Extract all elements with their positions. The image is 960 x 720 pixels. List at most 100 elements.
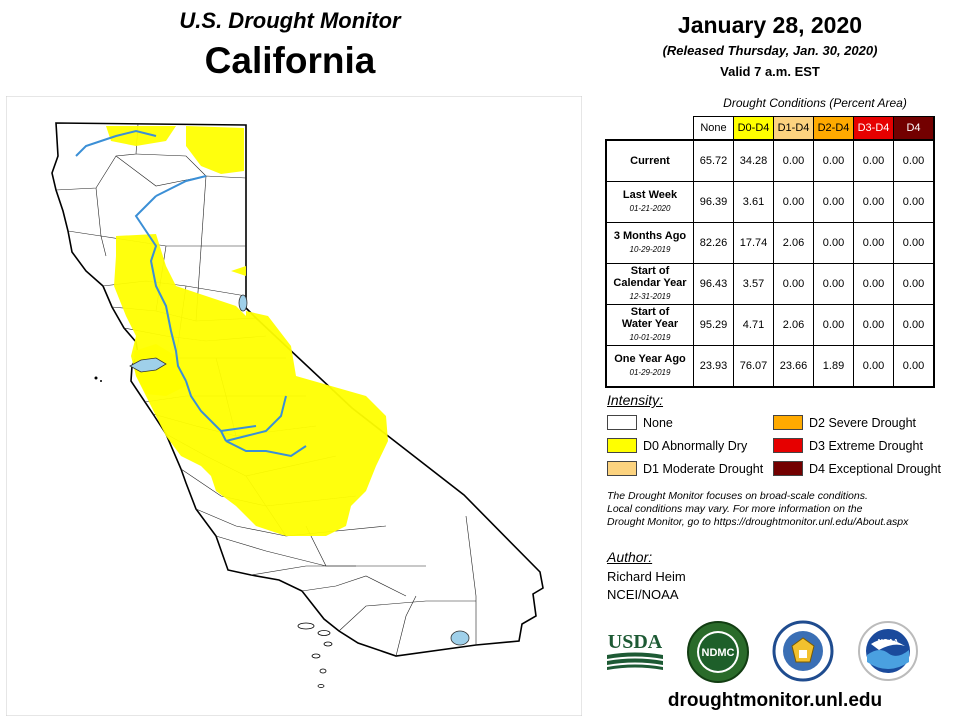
valid-time: Valid 7 a.m. EST (720, 64, 820, 79)
legend-swatch (607, 461, 637, 476)
row-label-line1: Current (630, 155, 670, 167)
legend-label: None (643, 415, 673, 430)
author-name: Richard Heim (607, 569, 686, 584)
legend-item: D2 Severe Drought (773, 415, 916, 430)
table-header-row: None D0-D4 D1-D4 D2-D4 D3-D4 D4 (606, 116, 935, 141)
table-cell: 2.06 (773, 222, 814, 264)
table-cell: 0.00 (853, 222, 894, 264)
row-date: 10-01-2019 (629, 333, 671, 342)
author-title: Author: (607, 549, 653, 565)
legend-swatch (773, 461, 803, 476)
table-cell: 34.28 (733, 139, 774, 182)
table-cell: 3.61 (733, 181, 774, 223)
row-label-line2: Calendar Year (613, 277, 687, 289)
column-header: D4 (893, 116, 935, 141)
legend-swatch (607, 415, 637, 430)
row-label-line1: Start of (630, 265, 670, 277)
table-cell: 0.00 (853, 263, 894, 305)
row-label: Start of Water Year 10-01-2019 (605, 304, 694, 346)
column-header: D3-D4 (853, 116, 894, 141)
row-date: 10-29-2019 (629, 245, 671, 254)
table-cell: 76.07 (733, 345, 774, 388)
legend-swatch (607, 438, 637, 453)
legend-item: D1 Moderate Drought (607, 461, 763, 476)
map-date: January 28, 2020 (677, 12, 863, 38)
table-cell: 1.89 (813, 345, 854, 388)
table-cell: 0.00 (773, 139, 814, 182)
table-cell: 0.00 (813, 139, 854, 182)
table-cell: 0.00 (893, 139, 935, 182)
table-row: 3 Months Ago 10-29-2019 82.26 17.74 2.06 0.00… (605, 222, 935, 264)
table-cell: 95.29 (693, 304, 734, 346)
table-cell: 23.93 (693, 345, 734, 388)
footer-url[interactable]: droughtmonitor.unl.edu (667, 690, 883, 711)
legend-title: Intensity: (607, 392, 664, 408)
table-cell: 0.00 (813, 181, 854, 223)
row-date: 01-29-2019 (629, 368, 671, 377)
row-label-line2: Water Year (621, 318, 679, 330)
table-cell: 65.72 (693, 139, 734, 182)
legend-label: D3 Extreme Drought (809, 438, 923, 453)
table-cell: 0.00 (813, 304, 854, 346)
table-caption: Drought Conditions (Percent Area) (723, 96, 907, 110)
table-cell: 0.00 (893, 263, 935, 305)
usda-logo: USDA (605, 628, 665, 677)
ndmc-logo-text: NDMC (702, 647, 735, 659)
rivers (75, 129, 307, 458)
table-cell: 82.26 (693, 222, 734, 264)
table-cell: 0.00 (813, 222, 854, 264)
california-drought-map (6, 96, 582, 716)
row-label: Start of Calendar Year 12-31-2019 (605, 263, 694, 305)
legend-item: D0 Abnormally Dry (607, 438, 747, 453)
table-cell: 0.00 (853, 345, 894, 388)
water-bodies (129, 294, 470, 646)
table-cell: 0.00 (853, 181, 894, 223)
table-cell: 0.00 (893, 345, 935, 388)
legend-swatch (773, 438, 803, 453)
table-cell: 0.00 (773, 263, 814, 305)
noaa-logo: NOAA (857, 620, 919, 687)
usda-logo-text: USDA (608, 631, 663, 653)
row-label-line1: Start of (630, 306, 670, 318)
column-header: D2-D4 (813, 116, 854, 141)
legend-label: D1 Moderate Drought (643, 461, 764, 476)
column-header: D0-D4 (733, 116, 774, 141)
row-label-line1: 3 Months Ago (613, 230, 687, 242)
table-cell: 0.00 (893, 304, 935, 346)
legend-label: D0 Abnormally Dry (643, 438, 748, 453)
table-cell: 2.06 (773, 304, 814, 346)
ndmc-logo: NDMC (686, 620, 750, 689)
channel-islands (297, 622, 333, 688)
table-cell: 0.00 (813, 263, 854, 305)
row-label-line1: Last Week (622, 189, 678, 201)
table-cell: 3.57 (733, 263, 774, 305)
legend-label: D4 Exceptional Drought (809, 461, 942, 476)
author-org: NCEI/NOAA (607, 587, 679, 602)
note-line: Local conditions may vary. For more info… (607, 503, 863, 515)
table-cell: 0.00 (893, 222, 935, 264)
note-line: Drought Monitor, go to https://droughtmo… (607, 516, 909, 528)
row-label: One Year Ago 01-29-2019 (605, 345, 694, 388)
legend-item: D4 Exceptional Drought (773, 461, 941, 476)
table-cell: 17.74 (733, 222, 774, 264)
legend-item: D3 Extreme Drought (773, 438, 923, 453)
drought-conditions-table: None D0-D4 D1-D4 D2-D4 D3-D4 D4 Current 6… (605, 116, 935, 388)
table-cell: 96.39 (693, 181, 734, 223)
legend-item: None (607, 415, 673, 430)
row-label: Last Week 01-21-2020 (605, 181, 694, 223)
disclaimer-note: The Drought Monitor focuses on broad-sca… (607, 490, 947, 529)
note-line: The Drought Monitor focuses on broad-sca… (607, 490, 868, 502)
farallon-islands (94, 376, 102, 382)
row-date: 12-31-2019 (629, 292, 671, 301)
table-row: Last Week 01-21-2020 96.39 3.61 0.00 0.00 0.00… (605, 181, 935, 223)
table-row: Current 65.72 34.28 0.00 0.00 0.00 0.00 (605, 139, 935, 182)
table-row: One Year Ago 01-29-2019 23.93 76.07 23.66 1.8… (605, 345, 935, 388)
table-cell: 4.71 (733, 304, 774, 346)
column-header: D1-D4 (773, 116, 814, 141)
map-series-title: U.S. Drought Monitor (179, 8, 401, 33)
row-label: Current (605, 139, 694, 182)
table-row: Start of Calendar Year 12-31-2019 96.43 3.57… (605, 263, 935, 305)
table-cell: 96.43 (693, 263, 734, 305)
table-cell: 0.00 (893, 181, 935, 223)
row-label-line1: One Year Ago (614, 353, 686, 365)
